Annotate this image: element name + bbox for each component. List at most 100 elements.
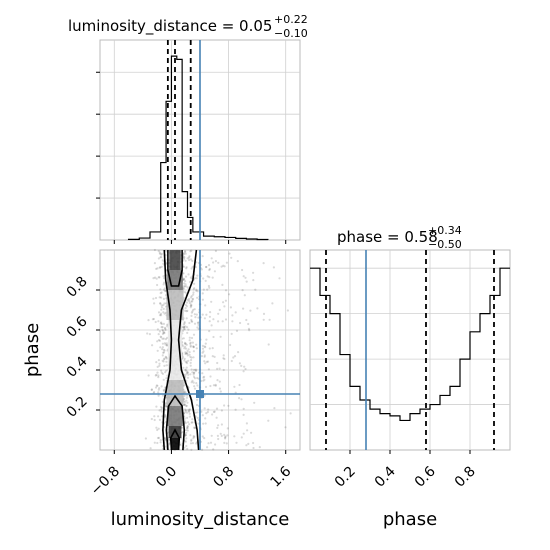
scatter-point xyxy=(160,256,163,259)
scatter-point xyxy=(187,359,190,362)
scatter-point xyxy=(223,357,226,361)
scatter-point xyxy=(189,250,192,253)
scatter-point xyxy=(227,404,230,407)
scatter-point xyxy=(192,333,196,336)
scatter-point xyxy=(190,438,193,441)
scatter-point xyxy=(153,418,156,422)
scatter-point xyxy=(195,289,198,292)
scatter-point xyxy=(159,441,162,444)
scatter-point xyxy=(164,289,167,292)
scatter-point xyxy=(159,288,162,291)
scatter-point xyxy=(163,281,166,284)
scatter-point xyxy=(186,401,189,404)
scatter-point xyxy=(244,276,247,279)
scatter-point xyxy=(155,267,158,270)
scatter-point xyxy=(185,404,188,407)
scatter-point xyxy=(217,437,220,441)
scatter-point xyxy=(163,349,166,352)
scatter-point xyxy=(190,303,193,306)
scatter-point xyxy=(164,413,167,417)
scatter-point xyxy=(162,311,165,314)
scatter-point xyxy=(208,330,211,333)
scatter-point xyxy=(193,385,196,388)
scatter-point xyxy=(158,362,161,365)
scatter-point xyxy=(158,387,161,390)
scatter-point xyxy=(157,394,160,397)
scatter-point xyxy=(157,311,161,314)
density-cell xyxy=(167,406,183,426)
scatter-point xyxy=(190,311,193,314)
scatter-point xyxy=(160,371,163,374)
scatter-point xyxy=(200,355,203,358)
scatter-point xyxy=(191,259,194,262)
scatter-point xyxy=(164,436,167,440)
scatter-point xyxy=(165,356,168,359)
title-luminosity-distance: luminosity_distance = 0.05 +0.22 −0.10 xyxy=(68,13,308,40)
scatter-point xyxy=(201,298,204,301)
scatter-point xyxy=(204,346,207,349)
scatter-point xyxy=(159,302,162,305)
scatter-point xyxy=(230,256,233,259)
scatter-point xyxy=(159,314,163,317)
scatter-point xyxy=(158,364,161,367)
scatter-point xyxy=(163,358,166,361)
scatter-point xyxy=(189,306,192,309)
scatter-point xyxy=(214,383,217,386)
scatter-point xyxy=(267,343,270,346)
title-ld-prefix: luminosity_distance = 0.05 xyxy=(68,17,272,36)
scatter-point xyxy=(191,371,194,374)
scatter-point xyxy=(222,264,225,267)
scatter-point xyxy=(192,375,196,378)
scatter-point xyxy=(192,293,195,296)
scatter-point xyxy=(210,300,213,303)
scatter-point xyxy=(188,299,191,303)
scatter-point xyxy=(214,260,217,263)
scatter-point xyxy=(186,427,189,430)
scatter-point xyxy=(204,422,207,425)
scatter-point xyxy=(154,374,157,377)
scatter-point xyxy=(233,435,236,438)
scatter-point xyxy=(157,333,160,336)
scatter-point xyxy=(190,448,193,451)
scatter-point xyxy=(246,429,249,432)
scatter-point xyxy=(184,410,187,413)
scatter-point xyxy=(212,384,215,387)
scatter-point xyxy=(286,309,289,312)
scatter-point xyxy=(202,379,205,382)
scatter-point xyxy=(183,401,186,404)
scatter-point xyxy=(156,267,159,270)
scatter-point xyxy=(164,415,167,418)
scatter-point xyxy=(162,307,165,310)
scatter-point xyxy=(252,446,255,450)
scatter-point xyxy=(183,403,186,406)
scatter-point xyxy=(217,424,220,427)
scatter-point xyxy=(185,362,189,365)
scatter-point xyxy=(191,298,194,301)
density-cell xyxy=(168,426,182,438)
scatter-point xyxy=(212,318,215,321)
scatter-point xyxy=(218,380,221,383)
scatter-point xyxy=(161,259,164,262)
scatter-point xyxy=(203,407,206,410)
scatter-point xyxy=(163,326,167,329)
scatter-point xyxy=(184,352,187,356)
scatter-point xyxy=(183,278,186,281)
scatter-point xyxy=(161,372,164,375)
scatter-point xyxy=(187,328,190,331)
scatter-point xyxy=(166,344,169,347)
scatter-point xyxy=(194,369,198,372)
scatter-point xyxy=(147,319,150,322)
scatter-point xyxy=(229,306,232,309)
scatter-point xyxy=(195,288,198,291)
title-ld-lower: −0.10 xyxy=(274,27,308,40)
scatter-point xyxy=(184,280,187,283)
scatter-point xyxy=(197,316,200,319)
scatter-point xyxy=(225,261,228,264)
scatter-point xyxy=(154,320,157,324)
scatter-point xyxy=(202,288,205,291)
scatter-point xyxy=(186,394,189,397)
scatter-point xyxy=(158,251,162,254)
scatter-point xyxy=(204,342,207,345)
scatter-point xyxy=(185,404,188,408)
scatter-point xyxy=(188,351,191,354)
